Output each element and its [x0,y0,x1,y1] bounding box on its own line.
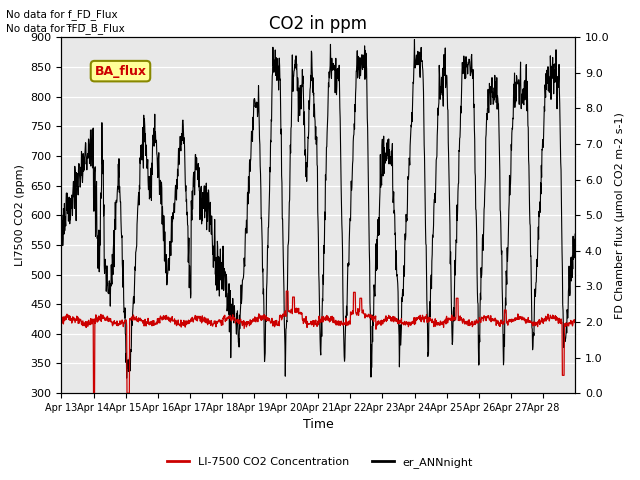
X-axis label: Time: Time [303,419,333,432]
Y-axis label: FD Chamber flux (μmol CO2 m-2 s-1): FD Chamber flux (μmol CO2 m-2 s-1) [615,112,625,319]
Legend: LI-7500 CO2 Concentration, er_ANNnight: LI-7500 CO2 Concentration, er_ANNnight [163,452,477,472]
Y-axis label: LI7500 CO2 (ppm): LI7500 CO2 (ppm) [15,164,25,266]
Text: No data for f_FD_Flux: No data for f_FD_Flux [6,9,118,20]
Text: No data for f̅FD̅_B_Flux: No data for f̅FD̅_B_Flux [6,23,125,34]
Text: BA_flux: BA_flux [95,65,147,78]
Title: CO2 in ppm: CO2 in ppm [269,15,367,33]
